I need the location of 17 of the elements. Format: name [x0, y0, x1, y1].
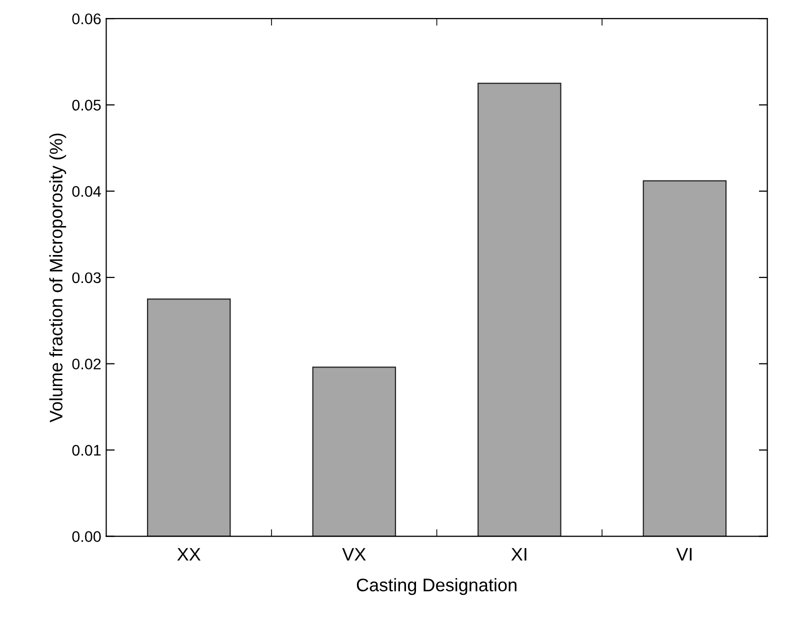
bar	[147, 298, 231, 536]
x-tick-label: VX	[342, 548, 366, 560]
x-tick-label: XX	[177, 548, 201, 560]
y-tick-label: 0.05	[72, 100, 101, 111]
y-tick-label: 0.00	[72, 531, 101, 542]
x-tick-label: XI	[511, 548, 526, 560]
bar	[642, 180, 727, 536]
x-axis-title: Casting Designation	[356, 578, 516, 595]
x-tick-label: VI	[676, 548, 692, 560]
y-tick-label: 0.03	[72, 272, 101, 284]
bar	[478, 82, 562, 536]
y-tick-label: 0.02	[72, 358, 101, 370]
bar	[312, 366, 396, 536]
y-tick-label: 0.01	[72, 444, 101, 456]
y-tick-label: 0.04	[72, 186, 101, 197]
y-axis-title: Volume fraction of Microporosity (%)	[49, 134, 66, 422]
y-tick-label: 0.06	[72, 13, 101, 24]
